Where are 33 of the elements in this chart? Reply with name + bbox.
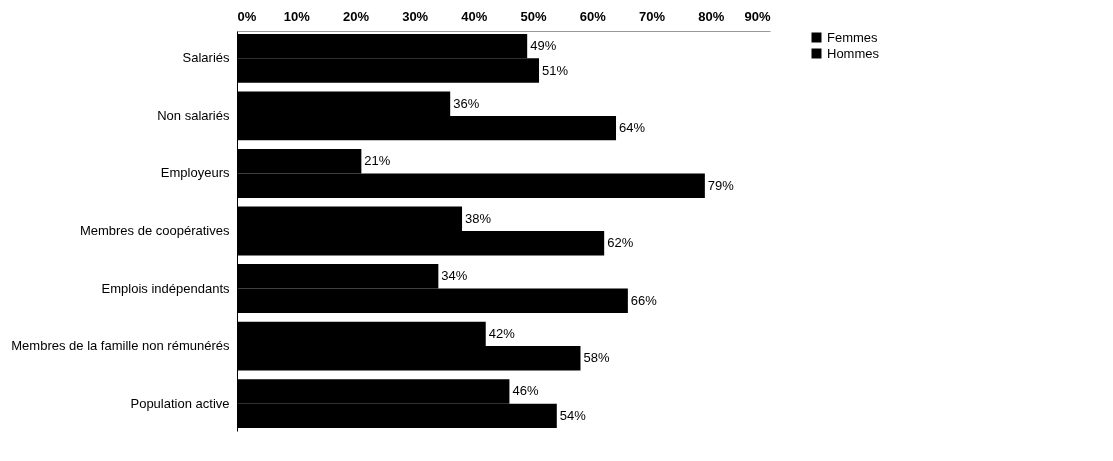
data-label: 46%	[512, 383, 539, 399]
y-tick-label: Emplois indépendants	[101, 280, 230, 296]
data-label: 34%	[441, 268, 468, 284]
data-label: 58%	[583, 350, 610, 366]
x-tick-label: 20%	[342, 8, 370, 24]
y-tick-label: Non salariés	[157, 107, 230, 123]
x-tick-label: 60%	[579, 8, 607, 24]
x-tick-label: 90%	[744, 8, 771, 24]
y-tick-label: Employeurs	[160, 165, 230, 181]
x-tick-label: 50%	[520, 8, 548, 24]
data-label: 51%	[542, 62, 569, 78]
data-label: 79%	[707, 177, 735, 193]
data-label: 36%	[453, 95, 480, 111]
data-label: 38%	[465, 210, 492, 226]
data-label: 21%	[364, 153, 391, 169]
y-tick-label: Membres de la famille non rémunérés	[11, 338, 230, 354]
data-label: 49%	[530, 38, 557, 54]
x-tick-label: 80%	[698, 8, 725, 24]
x-tick-label: 10%	[283, 8, 311, 24]
y-tick-label: Salariés	[182, 50, 230, 66]
legend-label: Femmes	[827, 29, 879, 45]
data-label: 42%	[488, 325, 516, 341]
legend-label: Hommes	[827, 45, 880, 61]
y-tick-label: Membres de coopératives	[79, 223, 230, 238]
y-tick-label: Population active	[130, 395, 230, 411]
x-tick-label: 0%	[237, 8, 257, 24]
x-tick-label: 30%	[402, 8, 429, 24]
data-label: 66%	[630, 292, 658, 308]
x-tick-label: 40%	[461, 8, 488, 24]
data-label: 64%	[619, 120, 646, 136]
data-label: 62%	[607, 235, 634, 251]
x-tick-label: 70%	[639, 8, 666, 24]
data-label: 54%	[559, 407, 587, 423]
